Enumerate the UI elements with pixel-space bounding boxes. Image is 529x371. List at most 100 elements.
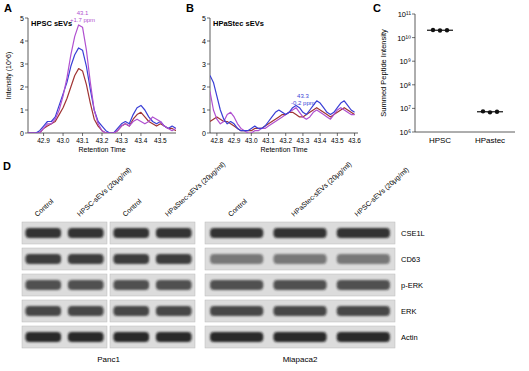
- y-tick-label: 0: [20, 130, 24, 137]
- band: [25, 332, 61, 342]
- band: [337, 332, 390, 342]
- band: [210, 280, 263, 290]
- chart-title: HPaStec sEVs: [213, 19, 264, 28]
- panel-label: B: [186, 2, 194, 14]
- band: [337, 228, 390, 238]
- x-tick: [63, 133, 64, 136]
- x-tick: [337, 133, 338, 136]
- group-label: Miapaca2: [283, 355, 318, 364]
- y-tick: [412, 84, 415, 85]
- y-tick: [25, 18, 28, 19]
- y-tick-label: 5: [202, 15, 206, 22]
- y-axis-label: Summed Peptide Intensity: [379, 29, 388, 117]
- y-tick-label: 4: [20, 38, 24, 45]
- lane-label: HPSC-sEVs (20μg/ml): [353, 166, 410, 219]
- row-label: CSE1L: [401, 229, 425, 238]
- blot-strip: [205, 274, 395, 296]
- x-tick: [82, 133, 83, 136]
- band: [337, 306, 390, 316]
- y-tick-label: 3: [202, 61, 206, 68]
- x-tick-label: 43.0: [245, 137, 258, 144]
- point: [445, 28, 449, 32]
- y-axis: [415, 14, 416, 132]
- band: [210, 332, 263, 342]
- x-tick-label: 43.2: [96, 137, 109, 144]
- y-tick: [412, 14, 415, 15]
- blot-strip: [22, 274, 107, 296]
- x-tick: [102, 133, 103, 136]
- x-tick-label: 42.9: [37, 137, 50, 144]
- lane-label: HPaStec-sEVs (20μg/ml): [290, 160, 353, 218]
- band: [273, 254, 326, 264]
- row-label: ERK: [401, 307, 416, 316]
- y-tick-label: 10¹¹: [398, 10, 412, 19]
- y-tick: [25, 110, 28, 111]
- row-label: CD63: [401, 255, 420, 264]
- band: [68, 228, 104, 238]
- x-tick: [320, 133, 321, 136]
- x-tick: [121, 133, 122, 136]
- band: [210, 254, 263, 264]
- plot-area: [28, 25, 176, 133]
- blot-strip: [22, 248, 107, 270]
- band: [156, 228, 192, 238]
- band: [113, 306, 149, 316]
- blot-strip: [22, 300, 107, 322]
- x-tick-label: 42.9: [228, 137, 241, 144]
- panel-label: D: [3, 160, 11, 172]
- y-tick-label: 10⁷: [400, 104, 411, 113]
- x-tick-label: 43.4: [314, 137, 327, 144]
- point: [488, 110, 492, 114]
- band: [273, 280, 326, 290]
- annotation: 43.3: [297, 93, 309, 99]
- row-label: p-ERK: [401, 281, 423, 290]
- x-tick-label: 43.3: [115, 137, 128, 144]
- row-label: Actin: [401, 333, 418, 342]
- panel-label: C: [373, 2, 381, 14]
- x-tick: [302, 133, 303, 136]
- band: [113, 280, 149, 290]
- x-tick-label: 42.8: [211, 137, 224, 144]
- blot-strip: [205, 300, 395, 322]
- band: [156, 306, 192, 316]
- series-line: [28, 48, 176, 133]
- x-tick-label: 43.1: [262, 137, 275, 144]
- lane-label: HPaStec-sEVs (20μg/ml): [164, 160, 227, 218]
- lane-label: Control: [121, 197, 143, 218]
- band: [337, 280, 390, 290]
- band: [68, 306, 104, 316]
- y-tick: [412, 132, 415, 133]
- series-line: [210, 76, 355, 131]
- band: [156, 254, 192, 264]
- x-tick: [354, 133, 355, 136]
- chart-title: HPSC sEVs: [31, 19, 72, 28]
- y-tick: [207, 133, 210, 134]
- plot-area: [427, 28, 503, 115]
- y-tick: [207, 64, 210, 65]
- band: [113, 332, 149, 342]
- y-tick-label: 1: [20, 107, 24, 114]
- y-tick-label: 10⁶: [400, 128, 411, 137]
- x-tick-label: 43.4: [135, 137, 148, 144]
- band: [273, 228, 326, 238]
- y-tick-label: 0: [202, 130, 206, 137]
- blot-strip: [110, 326, 195, 348]
- band: [25, 306, 61, 316]
- x-tick: [234, 133, 235, 136]
- y-tick: [207, 87, 210, 88]
- y-axis: [28, 18, 29, 133]
- blot-strip: [110, 248, 195, 270]
- x-tick: [43, 133, 44, 136]
- x-tick: [285, 133, 286, 136]
- band: [210, 306, 263, 316]
- y-tick-label: 1: [202, 107, 206, 114]
- band: [113, 228, 149, 238]
- blot-strip: [205, 248, 395, 270]
- x-tick-label: 43.3: [297, 137, 310, 144]
- point: [431, 28, 435, 32]
- figure: A01234542.943.043.143.243.343.443.5Reten…: [0, 0, 529, 371]
- lane-label: Control: [33, 197, 55, 218]
- point: [481, 109, 485, 113]
- band: [68, 332, 104, 342]
- y-tick: [25, 133, 28, 134]
